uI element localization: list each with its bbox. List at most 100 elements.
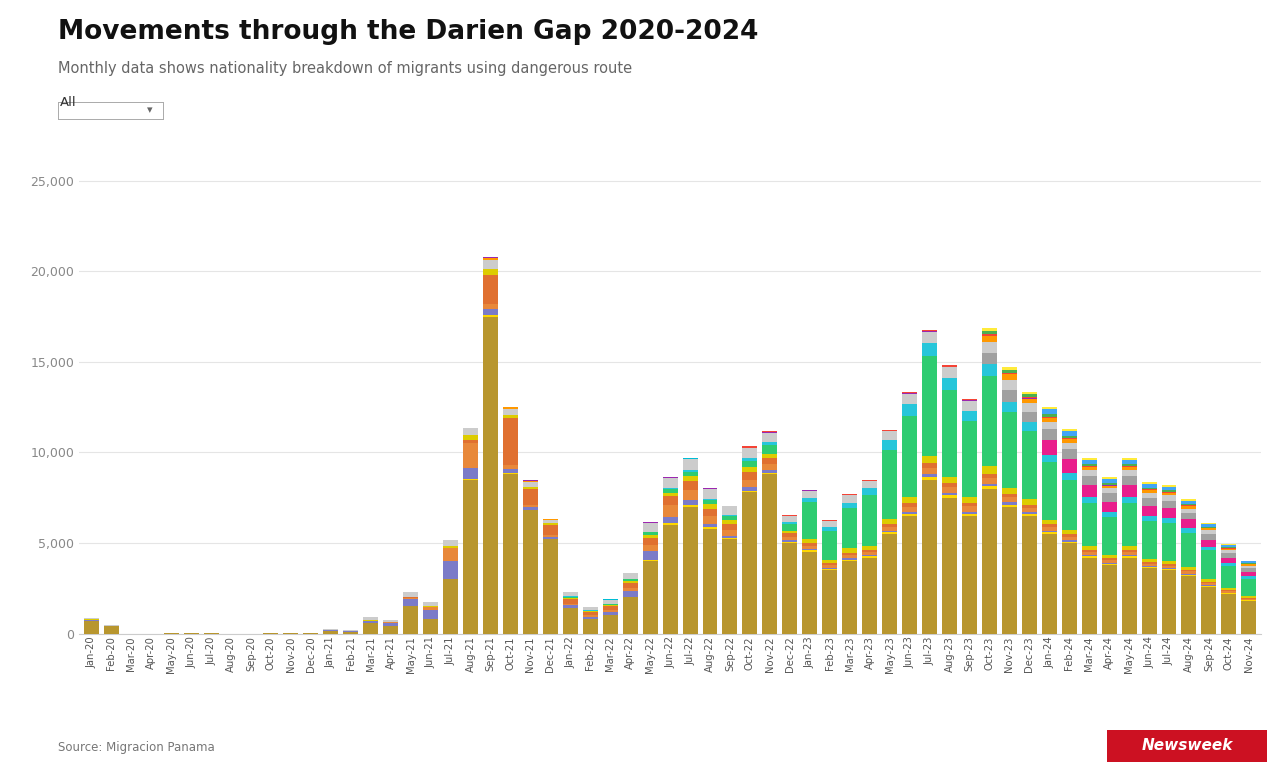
Bar [963, 399, 977, 400]
Bar [1202, 527, 1216, 528]
Bar [1102, 558, 1116, 560]
Bar [1161, 569, 1176, 570]
Bar [722, 520, 737, 524]
Bar [1161, 495, 1176, 501]
Bar [1002, 412, 1016, 488]
Bar [463, 440, 477, 443]
Bar [1161, 561, 1176, 564]
Bar [803, 502, 817, 538]
Bar [1161, 501, 1176, 508]
Bar [942, 367, 957, 378]
Bar [722, 516, 737, 520]
Bar [882, 430, 897, 431]
Bar [1042, 418, 1057, 422]
Bar [822, 563, 837, 565]
Bar [763, 431, 777, 432]
Bar [1221, 591, 1236, 593]
Bar [1181, 508, 1197, 513]
Bar [863, 552, 877, 554]
Bar [963, 411, 977, 421]
Bar [782, 541, 797, 542]
Bar [963, 421, 977, 497]
Bar [703, 528, 718, 634]
Bar [1142, 488, 1157, 489]
Bar [543, 535, 558, 537]
Bar [1061, 543, 1076, 634]
Bar [1021, 512, 1037, 514]
Bar [463, 435, 477, 440]
Bar [703, 516, 718, 524]
Bar [1061, 459, 1076, 473]
Bar [582, 612, 598, 615]
Bar [563, 608, 577, 634]
Bar [722, 515, 737, 516]
Bar [622, 597, 637, 598]
Bar [1121, 555, 1137, 556]
Bar [1161, 570, 1176, 634]
Bar [842, 552, 858, 555]
Bar [822, 570, 837, 634]
Bar [1242, 566, 1256, 568]
Bar [663, 478, 677, 488]
Bar [1082, 497, 1097, 503]
Bar [1121, 470, 1137, 476]
Bar [682, 490, 698, 500]
Bar [1061, 530, 1076, 535]
Bar [882, 527, 897, 531]
Bar [842, 558, 858, 560]
Bar [443, 561, 458, 579]
Bar [443, 579, 458, 634]
Text: ▾: ▾ [147, 105, 152, 116]
Bar [483, 316, 498, 634]
Bar [722, 539, 737, 634]
Bar [104, 627, 119, 634]
Bar [942, 378, 957, 389]
Bar [1082, 503, 1097, 546]
Bar [463, 468, 477, 479]
Bar [1202, 534, 1216, 539]
Bar [1121, 550, 1137, 552]
Bar [763, 464, 777, 470]
Bar [822, 565, 837, 568]
Bar [902, 516, 916, 634]
Bar [1102, 483, 1116, 485]
Bar [922, 480, 937, 634]
Bar [643, 535, 658, 538]
Bar [383, 620, 398, 622]
Bar [703, 527, 718, 528]
Bar [722, 530, 737, 536]
Bar [1021, 397, 1037, 399]
Bar [524, 511, 538, 634]
Bar [1061, 540, 1076, 541]
Bar [742, 446, 758, 448]
Bar [1181, 533, 1197, 567]
Bar [1082, 556, 1097, 558]
Bar [1121, 552, 1137, 555]
Bar [483, 315, 498, 316]
Text: Newsweek: Newsweek [1142, 738, 1233, 753]
Bar [403, 592, 419, 597]
Bar [982, 331, 997, 335]
Bar [1082, 550, 1097, 552]
Bar [403, 598, 419, 599]
Bar [742, 480, 758, 487]
Bar [1221, 564, 1236, 566]
Bar [782, 542, 797, 543]
Bar [563, 597, 577, 598]
Bar [1242, 571, 1256, 576]
Bar [582, 607, 598, 611]
Bar [963, 401, 977, 411]
Bar [682, 476, 698, 481]
Bar [663, 524, 677, 525]
Bar [1221, 545, 1236, 548]
Bar [1002, 494, 1016, 498]
Bar [1121, 485, 1137, 497]
Bar [1121, 467, 1137, 470]
Bar [1061, 479, 1076, 530]
Bar [1021, 499, 1037, 505]
Bar [603, 607, 618, 611]
Bar [1042, 534, 1057, 634]
Bar [882, 531, 897, 532]
Bar [1002, 488, 1016, 494]
Bar [524, 489, 538, 505]
